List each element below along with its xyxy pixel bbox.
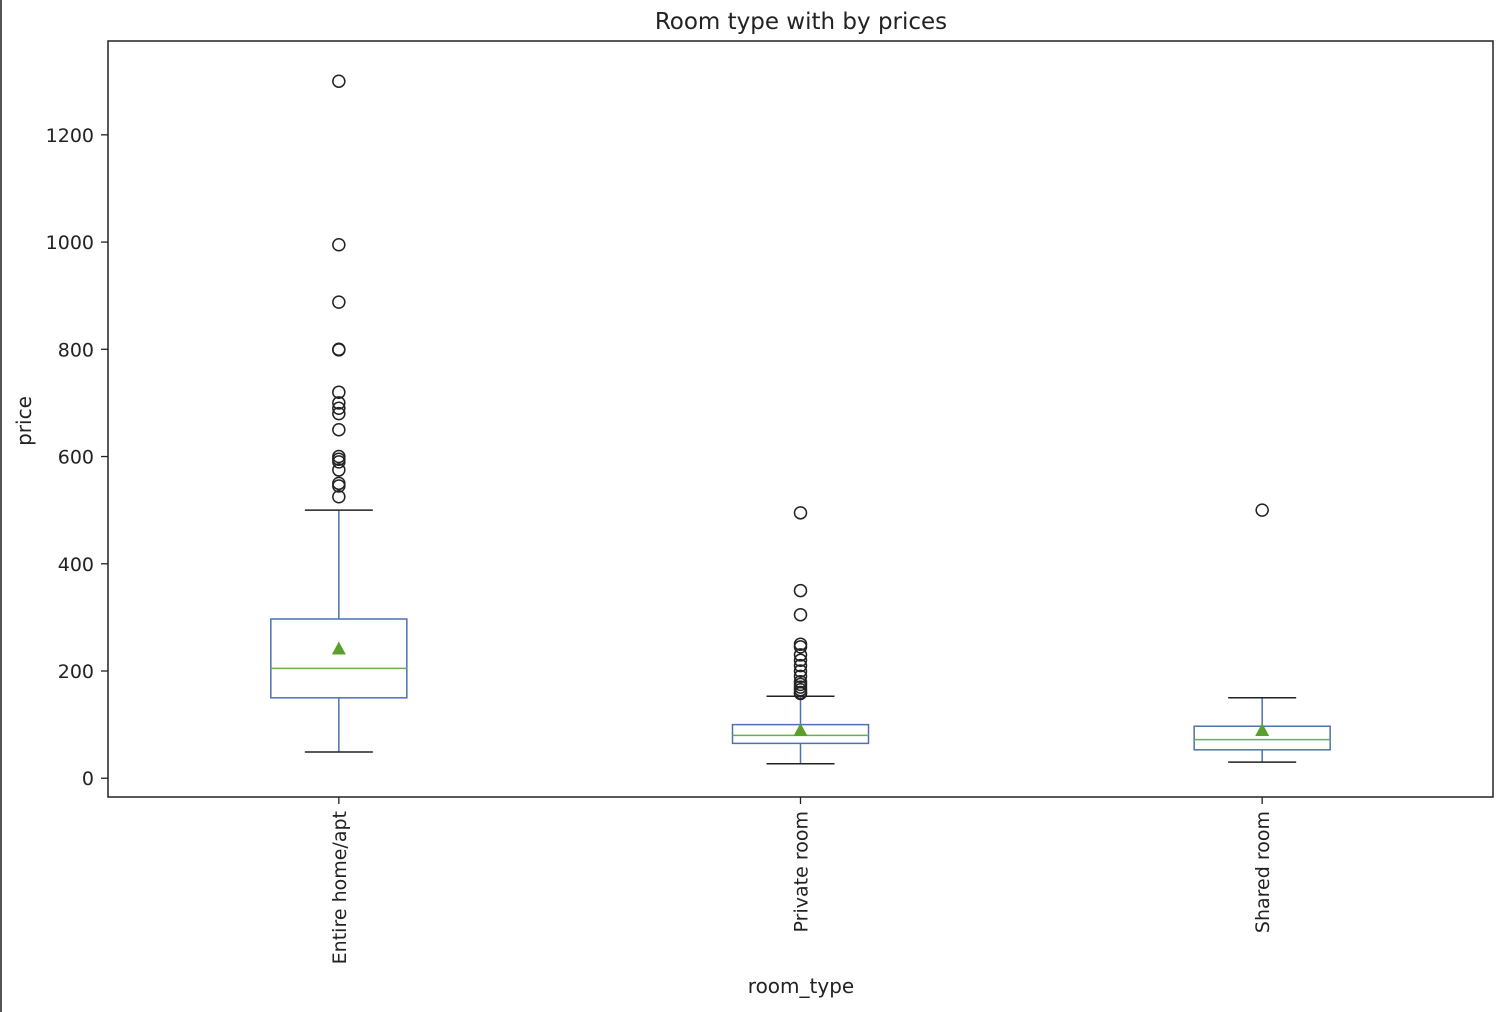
y-axis-ticks: 0 200 400 600 800 1000 1200 [46, 125, 108, 790]
outlier-point [332, 396, 346, 410]
x-axis-label: room_type [748, 974, 854, 998]
outlier-point [332, 422, 346, 437]
y-tick-label: 0 [82, 768, 94, 790]
mean-marker [1255, 722, 1270, 736]
y-tick-label: 400 [58, 554, 94, 576]
outlier-point [793, 607, 808, 622]
outlier-point [793, 686, 808, 701]
outlier-point [793, 648, 808, 662]
x-tick-label: Shared room [1252, 811, 1274, 933]
outlier-point [332, 237, 346, 252]
outlier-point [332, 343, 346, 357]
y-tick-label: 200 [58, 661, 94, 683]
x-tick-label: Entire home/apt [329, 811, 351, 964]
outlier-point [332, 476, 346, 491]
outlier-point [332, 406, 346, 421]
y-axis-label: price [12, 396, 36, 446]
outlier-point [332, 455, 346, 469]
box-1 [731, 506, 870, 765]
outlier-point [793, 658, 808, 673]
y-tick-label: 1000 [46, 232, 94, 254]
outlier-point [793, 583, 808, 598]
outlier-point [793, 640, 808, 654]
mean-marker [331, 641, 346, 655]
y-tick-label: 800 [58, 339, 94, 361]
outlier-point [332, 479, 346, 493]
x-tick-label: Private room [791, 811, 813, 932]
box-2 [1193, 503, 1331, 763]
boxes-group [270, 74, 1331, 765]
outlier-point [332, 295, 346, 309]
outlier-point [793, 653, 808, 668]
iqr-box [270, 618, 408, 699]
outlier-point [1255, 503, 1269, 517]
mean-marker [793, 722, 808, 736]
outlier-point [332, 489, 346, 504]
outlier-point [332, 463, 346, 477]
outlier-point [793, 506, 808, 520]
outlier-point [332, 385, 346, 399]
x-axis-ticks: Entire home/apt Private room Shared room [329, 797, 1274, 964]
outlier-point [332, 401, 346, 416]
box-0 [270, 74, 408, 753]
y-tick-label: 600 [58, 447, 94, 469]
outlier-point [793, 664, 808, 678]
outlier-point [332, 74, 346, 88]
chart-title: Room type with by prices [655, 9, 947, 35]
y-tick-label: 1200 [46, 125, 94, 147]
outlier-point [793, 669, 808, 684]
